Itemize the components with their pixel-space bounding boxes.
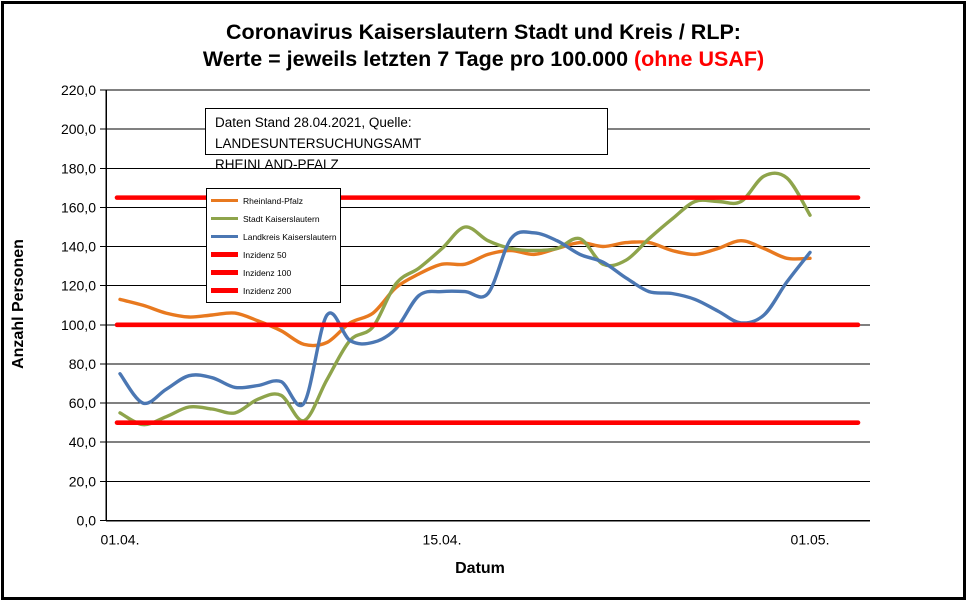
legend-swatch-stadt-kaiserslautern — [211, 216, 238, 221]
legend-label-rheinland-pfalz: Rheinland-Pfalz — [243, 195, 304, 206]
data-source-box: Daten Stand 28.04.2021, Quelle: LANDESUN… — [205, 108, 608, 172]
legend-item-stadt-kaiserslautern: Stadt Kaiserslautern — [207, 210, 340, 227]
x-tick-label: 01.04. — [101, 532, 140, 548]
chart-title-line2-red: (ohne USAF) — [634, 47, 765, 71]
y-tick-label: 20,0 — [69, 473, 96, 489]
legend-swatch-inzidenz-100 — [211, 270, 238, 275]
chart-title: Coronavirus Kaiserslautern Stadt und Kre… — [4, 19, 963, 73]
x-tick-label: 01.05. — [791, 532, 830, 548]
series-line-rheinland-pfalz — [118, 239, 812, 348]
legend-swatch-inzidenz-50 — [211, 252, 238, 257]
x-tick-label: 15.04. — [423, 532, 462, 548]
chart-title-line2: Werte = jeweils letzten 7 Tage pro 100.0… — [4, 46, 963, 73]
legend-label-landkreis-kaiserslautern: Landkreis Kaiserslautern — [243, 231, 337, 242]
y-tick-label: 200,0 — [61, 121, 96, 137]
y-tick-label: 180,0 — [61, 160, 96, 176]
legend-item-inzidenz-50: Inzidenz 50 — [207, 246, 340, 263]
legend-item-inzidenz-200: Inzidenz 200 — [207, 282, 340, 299]
legend-swatch-inzidenz-200 — [211, 288, 238, 293]
y-tick-label: 140,0 — [61, 239, 96, 255]
legend-swatch-rheinland-pfalz — [211, 198, 238, 203]
y-tick-label: 60,0 — [69, 395, 96, 411]
legend-label-stadt-kaiserslautern: Stadt Kaiserslautern — [243, 213, 320, 224]
y-tick-label: 120,0 — [61, 278, 96, 294]
y-tick-label: 0,0 — [77, 513, 97, 529]
y-tick-label: 100,0 — [61, 317, 96, 333]
y-axis-title: Anzahl Personen — [10, 239, 27, 369]
legend: Rheinland-Pfalz Stadt Kaiserslautern Landk… — [206, 188, 341, 303]
legend-swatch-landkreis-kaiserslautern — [211, 234, 238, 239]
y-tick-label: 40,0 — [69, 434, 96, 450]
series-line-stadt-kaiserslautern — [118, 171, 812, 427]
x-axis-title: Datum — [455, 560, 505, 577]
chart-title-line1: Coronavirus Kaiserslautern Stadt und Kre… — [226, 20, 741, 44]
legend-item-rheinland-pfalz: Rheinland-Pfalz — [207, 192, 340, 209]
legend-item-inzidenz-100: Inzidenz 100 — [207, 264, 340, 281]
y-tick-label: 80,0 — [69, 356, 96, 372]
legend-label-inzidenz-50: Inzidenz 50 — [243, 249, 287, 260]
y-tick-label: 220,0 — [61, 82, 96, 98]
series-line-landkreis-kaiserslautern — [118, 230, 812, 408]
data-source-line1: Daten Stand 28.04.2021, Quelle: LANDESUN… — [215, 115, 422, 151]
legend-label-inzidenz-200: Inzidenz 200 — [243, 285, 292, 296]
legend-label-inzidenz-100: Inzidenz 100 — [243, 267, 292, 278]
y-tick-label: 160,0 — [61, 199, 96, 215]
chart-title-line2-black: Werte = jeweils letzten 7 Tage pro 100.0… — [202, 47, 634, 71]
legend-item-landkreis-kaiserslautern: Landkreis Kaiserslautern — [207, 228, 340, 245]
data-source-line2: RHEINLAND-PFALZ — [215, 157, 339, 172]
